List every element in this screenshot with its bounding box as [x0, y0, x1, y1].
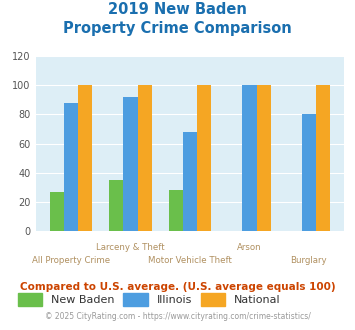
Text: 2019 New Baden: 2019 New Baden — [108, 2, 247, 16]
Bar — [169, 190, 183, 231]
Text: Burglary: Burglary — [291, 256, 327, 265]
Bar — [316, 85, 330, 231]
Text: © 2025 CityRating.com - https://www.cityrating.com/crime-statistics/: © 2025 CityRating.com - https://www.city… — [45, 312, 310, 321]
Bar — [302, 115, 316, 231]
Bar — [197, 85, 211, 231]
Bar — [64, 103, 78, 231]
Text: Larceny & Theft: Larceny & Theft — [96, 243, 165, 251]
Text: Arson: Arson — [237, 243, 262, 251]
Text: Motor Vehicle Theft: Motor Vehicle Theft — [148, 256, 232, 265]
Bar — [183, 132, 197, 231]
Bar — [257, 85, 271, 231]
Text: All Property Crime: All Property Crime — [32, 256, 110, 265]
Legend: New Baden, Illinois, National: New Baden, Illinois, National — [13, 289, 285, 310]
Bar — [138, 85, 152, 231]
Bar — [78, 85, 92, 231]
Bar — [242, 85, 257, 231]
Bar — [109, 180, 123, 231]
Text: Compared to U.S. average. (U.S. average equals 100): Compared to U.S. average. (U.S. average … — [20, 282, 335, 292]
Bar — [50, 192, 64, 231]
Text: Property Crime Comparison: Property Crime Comparison — [63, 21, 292, 36]
Bar — [123, 97, 138, 231]
